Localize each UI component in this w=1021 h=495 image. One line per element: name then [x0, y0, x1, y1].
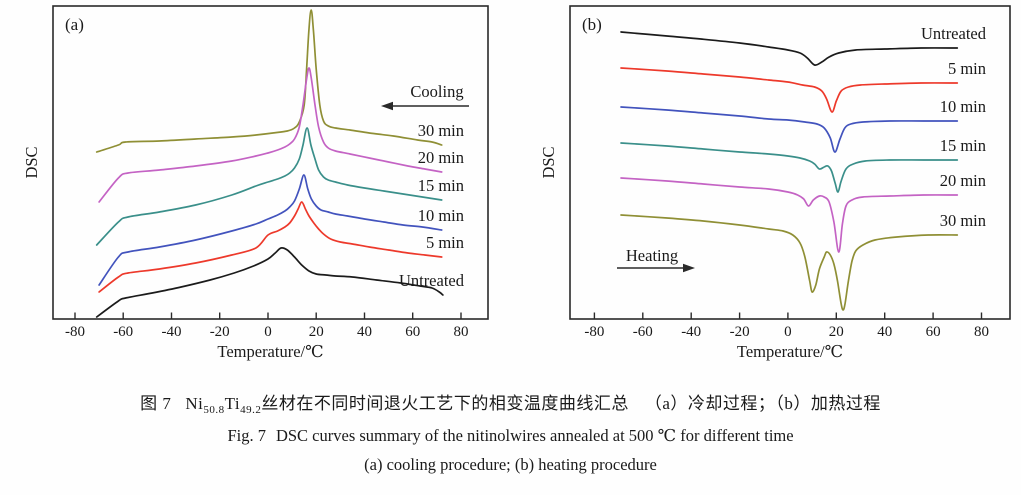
curve-label-10-min: 10 min [940, 97, 986, 116]
x-tick-label: 0 [784, 324, 792, 340]
curve-label-15-min: 15 min [418, 176, 464, 195]
dsc-curve-20-min [98, 67, 443, 203]
figure-number-cn: 图 7 [140, 394, 172, 413]
x-tick-label: -20 [730, 324, 750, 340]
caption-cn-main: 丝材在不同时间退火工艺下的相变温度曲线汇总 [261, 394, 629, 413]
curve-label-untreated: Untreated [399, 271, 465, 290]
ni-subscript: 50.8 [203, 404, 225, 416]
x-axis-label: Temperature/℃ [737, 342, 843, 361]
figure-number-en: Fig. 7 [227, 426, 266, 445]
plot-frame [569, 5, 1011, 320]
caption-cn-tail: （a）冷却过程；（b）加热过程 [644, 394, 881, 413]
curve-label-30-min: 30 min [940, 211, 986, 230]
dsc-curve-untreated [95, 247, 444, 318]
dsc-curve-20-min [620, 177, 959, 253]
caption-chinese: 图 7 Ni50.8Ti49.2丝材在不同时间退火工艺下的相变温度曲线汇总 （a）冷… [0, 389, 1021, 416]
dsc-curve-5-min [98, 201, 443, 293]
x-tick-label: -20 [210, 324, 230, 340]
x-tick-label: -80 [584, 324, 604, 340]
dsc-curve-15-min [95, 127, 443, 246]
right-arrow-icon [683, 263, 695, 273]
panel-b: -80 -60 -40 -20 0 20 40 60 80 Temperature/℃ DSC (b)… [539, 5, 1011, 361]
panel-letter: (b) [582, 15, 602, 34]
curve-label-10-min: 10 min [418, 206, 464, 225]
panel-letter: (a) [65, 15, 84, 34]
caption-en-main: DSC curves summary of the nitinolwires a… [275, 426, 794, 445]
x-tick-label: 60 [926, 324, 941, 340]
dsc-curve-15-min [620, 142, 959, 193]
curve-label-20-min: 20 min [940, 171, 986, 190]
dsc-curve-30-min [95, 9, 443, 153]
curve-label-20-min: 20 min [418, 148, 464, 167]
dsc-curve-10-min [98, 174, 443, 286]
direction-label: Heating [626, 246, 678, 265]
plot-frame [52, 5, 489, 320]
x-tick-label: -60 [633, 324, 653, 340]
x-tick-label: -60 [113, 324, 133, 340]
curve-label-15-min: 15 min [940, 136, 986, 155]
caption-english-subitems: (a) cooling procedure; (b) heating proce… [364, 455, 657, 474]
curve-label-5-min: 5 min [948, 59, 986, 78]
x-tick-label: -40 [681, 324, 701, 340]
dsc-curve-30-min [620, 214, 959, 311]
curve-label-untreated: Untreated [921, 24, 987, 43]
x-tick-label: 80 [974, 324, 989, 340]
alloy-formula: Ni50.8Ti49.2 [185, 394, 262, 416]
x-tick-label: -40 [162, 324, 182, 340]
x-tick-label: 40 [877, 324, 892, 340]
x-tick-label: 80 [454, 324, 469, 340]
x-tick-label: 20 [829, 324, 844, 340]
curve-label-30-min: 30 min [418, 121, 464, 140]
curve-label-5-min: 5 min [426, 233, 464, 252]
ti-subscript: 49.2 [240, 404, 262, 416]
panel-a: -80 -60 -40 -20 0 20 40 60 80 Temperature/℃ DSC (a)… [22, 5, 489, 361]
y-axis-label: DSC [539, 146, 558, 178]
x-tick-label: 0 [264, 324, 272, 340]
dsc-curve-untreated [620, 31, 959, 66]
x-axis-label: Temperature/℃ [217, 342, 323, 361]
y-axis-label: DSC [22, 146, 41, 178]
x-tick-label: 60 [405, 324, 420, 340]
direction-label: Cooling [410, 82, 463, 101]
x-tick-label: 40 [357, 324, 372, 340]
dsc-curve-5-min [620, 67, 959, 113]
x-tick-label: 20 [309, 324, 324, 340]
dsc-figure: -80 -60 -40 -20 0 20 40 60 80 Temperature/℃ DSC (a)… [22, 5, 1011, 361]
figure-caption: 图 7 Ni50.8Ti49.2丝材在不同时间退火工艺下的相变温度曲线汇总 （a）冷… [0, 389, 1021, 475]
x-tick-label: -80 [65, 324, 85, 340]
caption-english: Fig. 7 DSC curves summary of the nitinolw… [0, 426, 1021, 446]
left-arrow-icon [381, 101, 393, 111]
dsc-curve-10-min [620, 106, 959, 153]
